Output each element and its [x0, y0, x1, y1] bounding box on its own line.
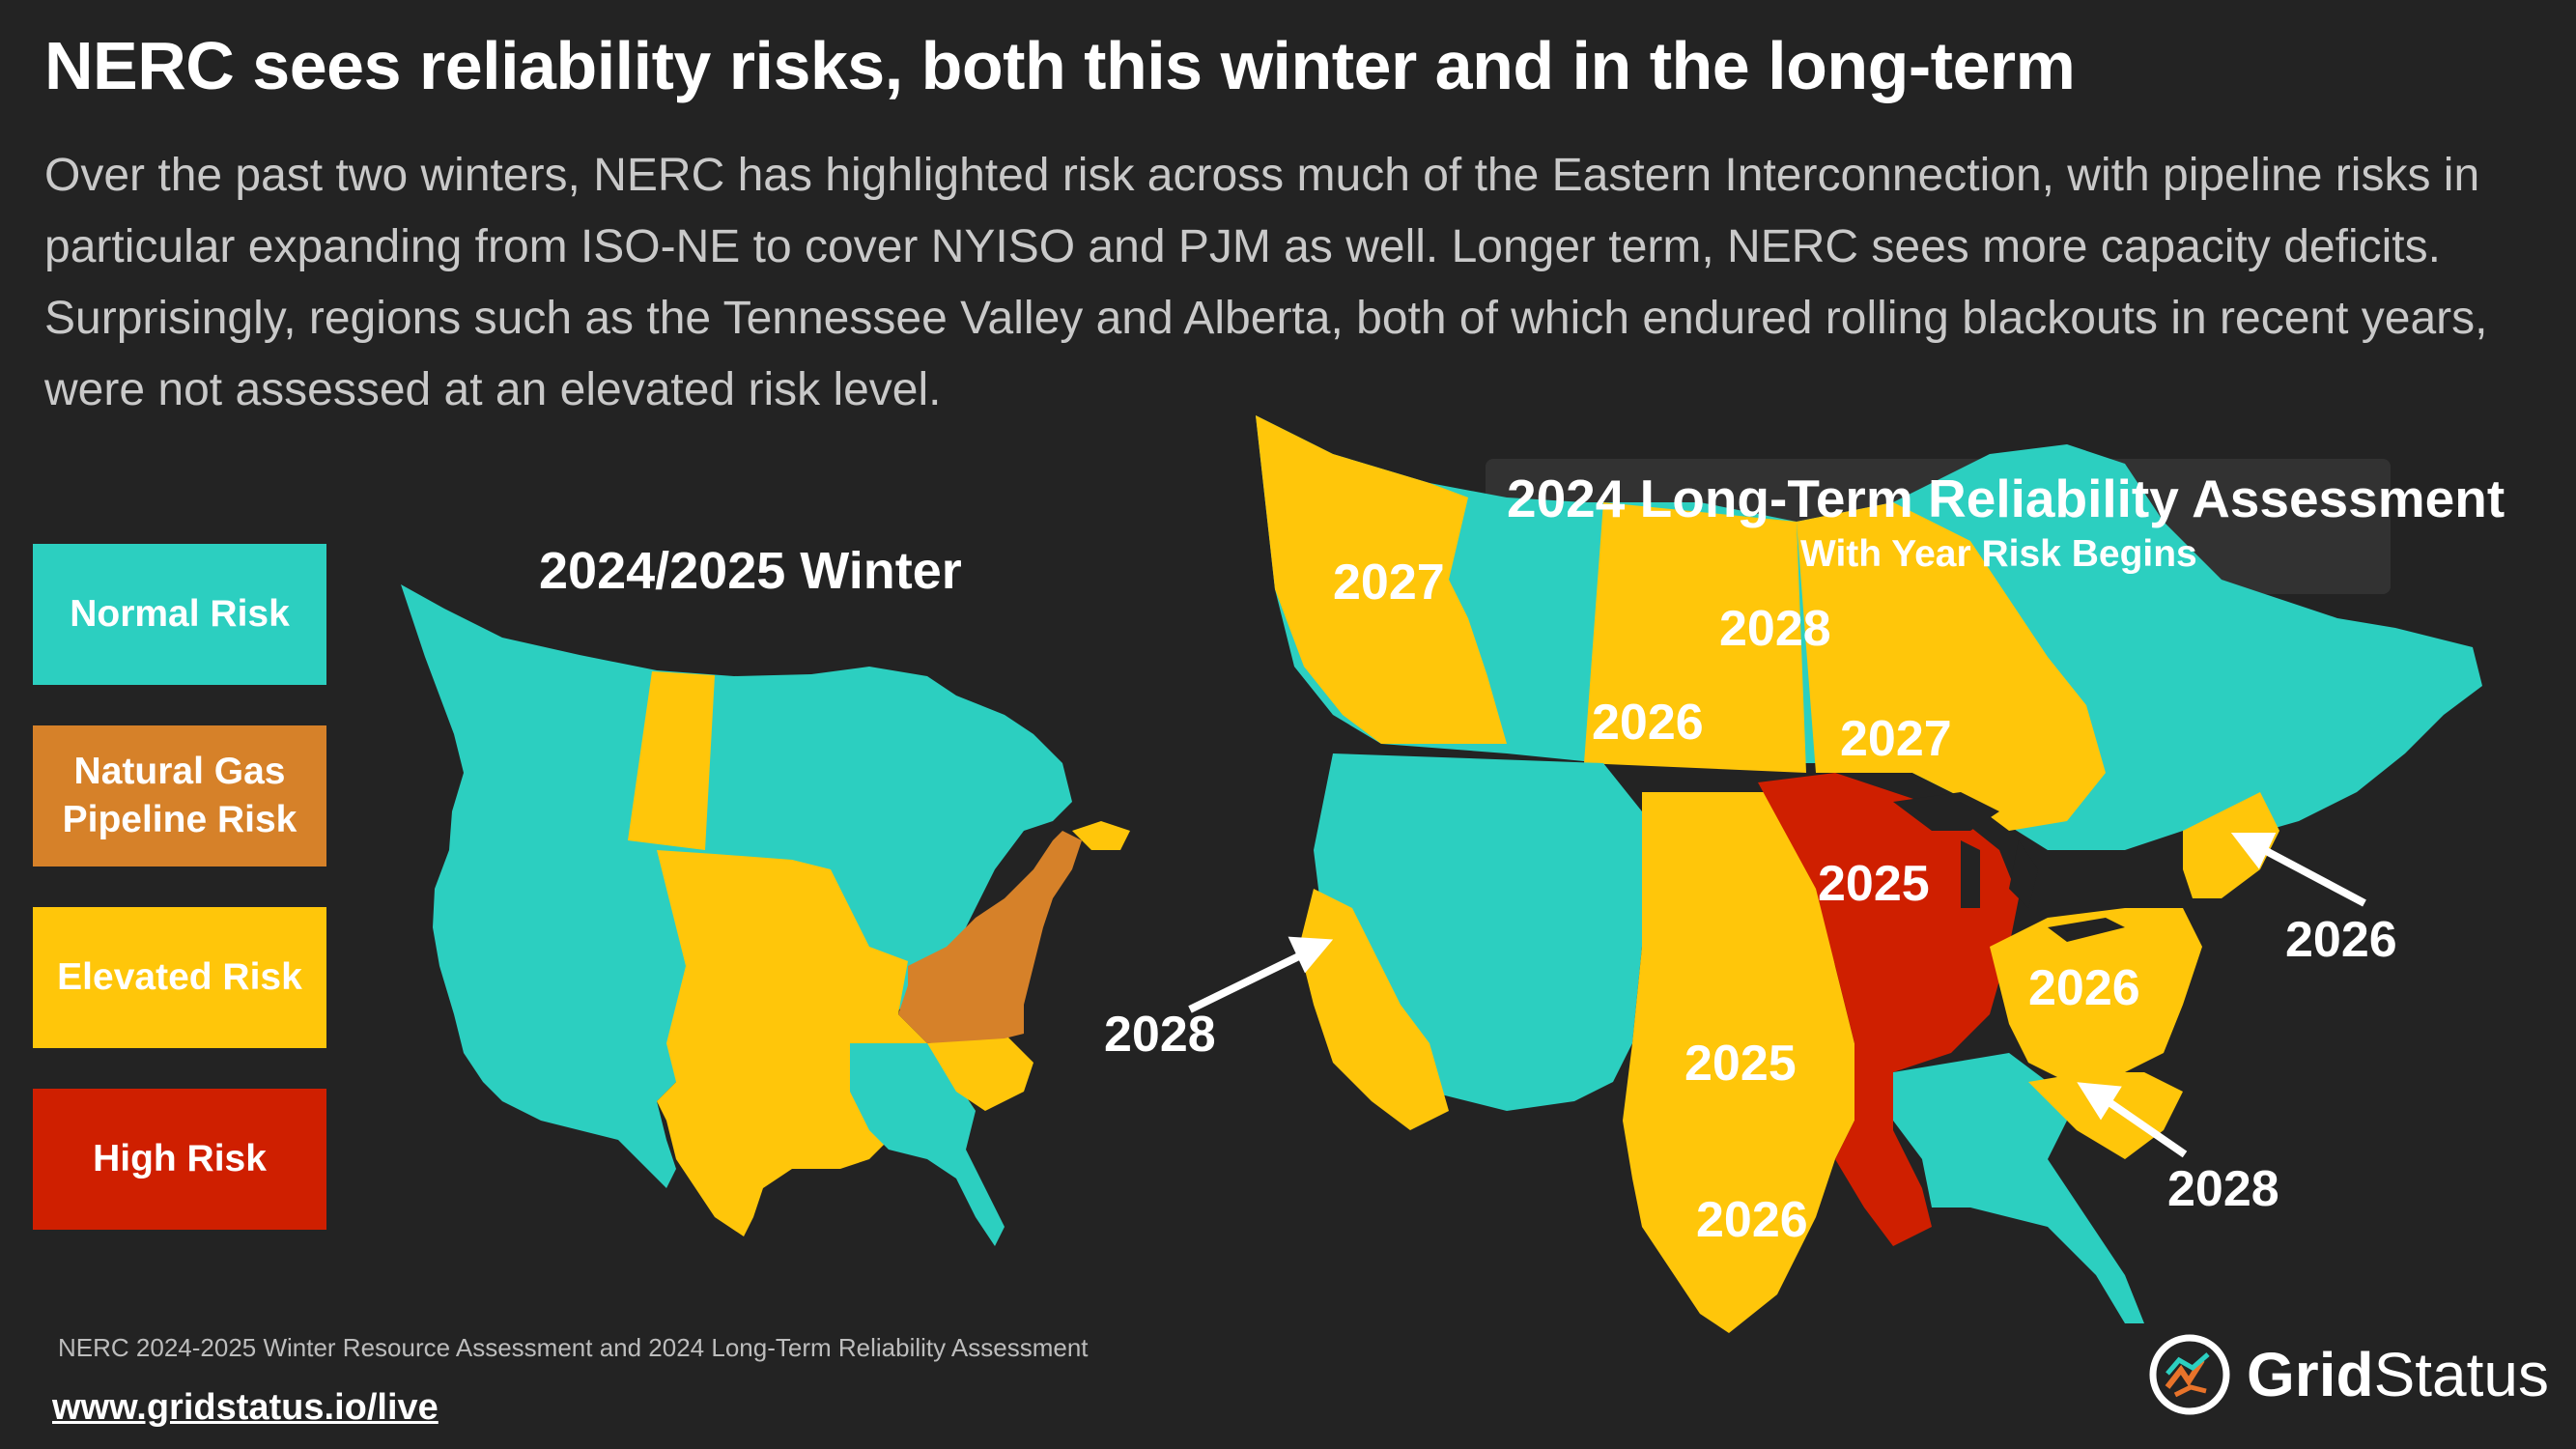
lt-region-ontario	[1797, 502, 2106, 831]
winter-region-maritimes	[1072, 821, 1130, 850]
label-texas: 2026	[1696, 1192, 1808, 1248]
legend-high-risk: High Risk	[33, 1089, 326, 1230]
legend-normal-risk: Normal Risk	[33, 544, 326, 685]
arrow-southeast	[2098, 1093, 2188, 1158]
arrow-southeast-head	[2077, 1082, 2122, 1121]
legend-elevated-risk: Elevated Risk	[33, 907, 326, 1048]
lt-region-prairies	[1584, 502, 1806, 773]
lt-region-carolinas	[2028, 1072, 2183, 1159]
label-ercot-spp: 2025	[1684, 1036, 1797, 1092]
gridstatus-logo: GridStatus	[2146, 1331, 2549, 1418]
winter-map	[401, 584, 1130, 1246]
label-newengland: 2026	[2285, 912, 2397, 968]
legend-pipeline-risk: Natural Gas Pipeline Risk	[33, 725, 326, 867]
lt-region-newengland	[2183, 792, 2279, 898]
lt-region-central	[1623, 792, 1854, 1333]
arrow-newengland-head	[2230, 833, 2277, 869]
longterm-map-subtitle: With Year Risk Begins	[1800, 533, 2197, 575]
gridstatus-link[interactable]: www.gridstatus.io/live	[52, 1387, 439, 1428]
source-note: NERC 2024-2025 Winter Resource Assessmen…	[58, 1333, 1089, 1362]
arrow-california	[1188, 948, 1311, 1013]
page-title: NERC sees reliability risks, both this w…	[44, 28, 2076, 103]
lt-region-pjm	[1990, 908, 2202, 1082]
label-sask: 2028	[1719, 601, 1831, 657]
label-pjm: 2026	[2028, 960, 2140, 1016]
label-miso: 2025	[1818, 856, 1930, 912]
page-subtitle: Over the past two winters, NERC has high…	[44, 150, 2488, 415]
arrow-newengland	[2253, 841, 2366, 907]
label-alberta-sask: 2026	[1592, 695, 1704, 751]
longterm-map: 2027 2028 2026 2027 2025 2025 2026 2026 …	[1104, 415, 2482, 1333]
gridstatus-logo-icon	[2149, 1334, 2230, 1415]
label-ontario: 2027	[1840, 711, 1952, 767]
winter-region-pipeline	[898, 831, 1082, 1043]
lt-great-lakes	[1893, 792, 2125, 942]
winter-map-title: 2024/2025 Winter	[539, 542, 962, 600]
label-bc: 2027	[1333, 554, 1445, 611]
lt-region-miso	[1758, 773, 2019, 1246]
brand-part1: Grid	[2247, 1340, 2374, 1409]
lt-region-southeast	[1893, 1053, 2144, 1323]
brand-part2: Status	[2373, 1340, 2549, 1409]
winter-region-carolinas	[927, 1034, 1033, 1111]
lt-region-bc	[1256, 415, 1507, 744]
winter-region-alberta-sask	[628, 671, 715, 850]
longterm-map-title: 2024 Long-Term Reliability Assessment	[1507, 469, 2505, 528]
gridstatus-wordmark: GridStatus	[2247, 1339, 2549, 1410]
arrow-california-head	[1288, 936, 1334, 974]
label-southeast: 2028	[2167, 1161, 2279, 1217]
callout-arrows	[1188, 833, 2366, 1158]
label-california: 2028	[1104, 1007, 1216, 1063]
winter-region-southeast	[850, 1043, 1005, 1246]
lt-region-california	[1299, 889, 1449, 1130]
